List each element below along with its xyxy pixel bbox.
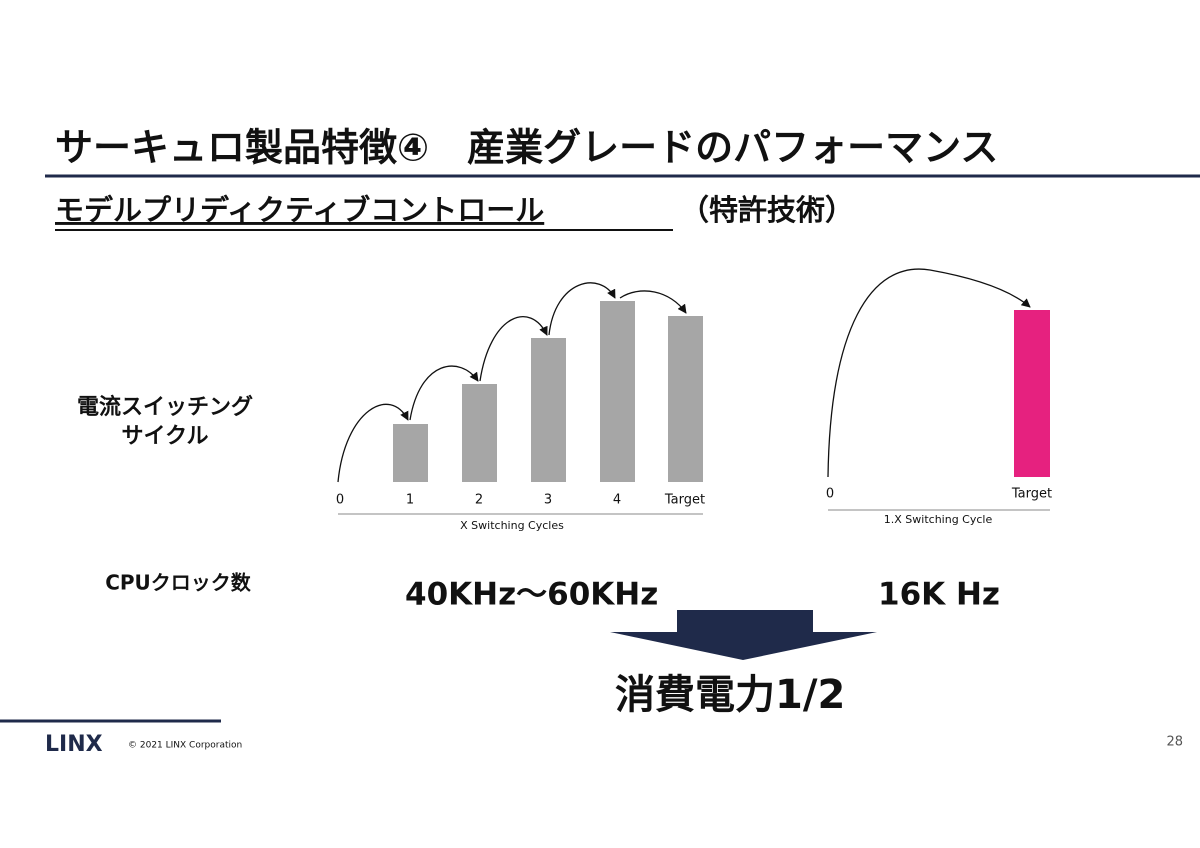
x-label: 1 [406, 493, 414, 508]
bar [668, 316, 703, 482]
left-diagram: 0 1 2 3 4 Target X Switching Cycles [336, 282, 705, 532]
row-label: CPUクロック数 [105, 571, 252, 595]
row-label: サイクル [122, 424, 209, 449]
copyright: © 2021 LINX Corporation [128, 741, 242, 751]
x-label: Target [1011, 487, 1052, 502]
title: サーキュロ製品特徴④ 産業グレードのパフォーマンス [55, 126, 998, 170]
logo: LINX [45, 732, 103, 757]
bar [531, 338, 566, 482]
arc [827, 268, 1031, 478]
bar [1014, 310, 1050, 477]
x-label: 2 [475, 493, 483, 508]
x-label: 3 [544, 493, 552, 508]
row-label: 電流スイッチング [77, 394, 253, 420]
axis-label: 1.X Switching Cycle [884, 513, 993, 526]
bar [393, 424, 428, 482]
subtitle: モデルプリディクティブコントロール [55, 193, 544, 227]
clock-value: 40KHz～60KHz [405, 577, 658, 613]
x-label: Target [664, 493, 705, 508]
clock-value: 16K Hz [878, 577, 1000, 613]
x-label: 4 [613, 493, 621, 508]
axis-label: X Switching Cycles [460, 519, 564, 532]
right-diagram: 0 Target 1.X Switching Cycle [826, 268, 1052, 526]
bar [462, 384, 497, 482]
subtitle-note: （特許技術） [680, 193, 854, 227]
result: 消費電力1/2 [615, 672, 845, 718]
bar [600, 301, 635, 482]
down-arrow [610, 610, 877, 660]
x-label: 0 [336, 493, 344, 508]
arcs [337, 282, 687, 483]
x-label: 0 [826, 487, 834, 502]
page-number: 28 [1166, 735, 1183, 750]
